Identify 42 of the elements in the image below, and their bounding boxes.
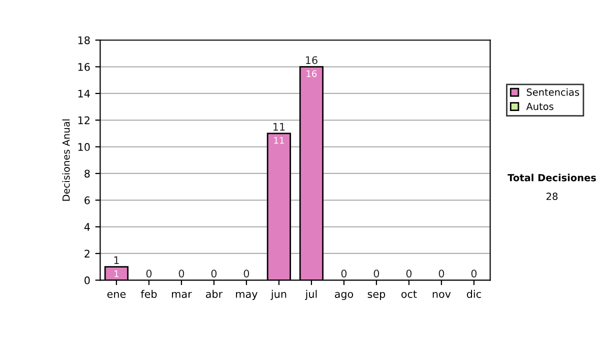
x-tick-label: sep: [368, 292, 386, 300]
total-label: 0: [406, 270, 412, 278]
x-tick-label: mar: [172, 292, 192, 298]
total-label: 0: [341, 270, 347, 278]
total-label: 0: [211, 270, 217, 278]
total-label: 0: [471, 270, 477, 278]
text: Total Decisiones: [508, 174, 596, 182]
y-tick-label: 2: [84, 250, 90, 258]
legend-label: Sentencias: [526, 88, 580, 96]
x-tick-label: abr: [206, 290, 223, 298]
y-tick-label: 16: [78, 63, 90, 71]
x-tick-label: ene: [107, 292, 126, 298]
y-tick-label: 6: [84, 196, 90, 204]
data-label: 16: [306, 70, 317, 78]
y-tick-label: 10: [78, 143, 90, 151]
y-tick-label: 18: [78, 36, 90, 44]
x-tick-label: feb: [140, 290, 157, 298]
data-label: 1: [114, 270, 118, 278]
total-label: 0: [244, 270, 250, 278]
x-tick-label: jul: [305, 290, 317, 300]
y-tick-label: 12: [78, 116, 90, 124]
total-label: 0: [146, 270, 152, 278]
y-tick-label: 4: [84, 223, 90, 231]
x-tick-label: ago: [334, 292, 354, 300]
legend-label: Autos: [526, 102, 554, 110]
text: 28: [546, 192, 558, 200]
x-tick-label: oct: [401, 290, 417, 298]
total-label: 16: [306, 56, 318, 64]
y-tick-label: 0: [84, 276, 90, 284]
y-tick-label: 14: [78, 90, 90, 98]
x-tick-label: dic: [466, 290, 481, 298]
y-axis-title: Decisiones Anual: [62, 119, 70, 201]
total-label: 0: [374, 270, 380, 278]
total-label: 0: [178, 270, 184, 278]
total-label: 0: [438, 270, 444, 278]
x-tick-label: may: [236, 292, 258, 300]
x-tick-label: nov: [432, 292, 451, 298]
x-tick-label: jun: [270, 290, 286, 300]
total-label: 11: [273, 123, 285, 131]
y-tick-label: 8: [84, 170, 90, 178]
data-label: 11: [274, 137, 284, 144]
total-label: 1: [114, 256, 119, 264]
